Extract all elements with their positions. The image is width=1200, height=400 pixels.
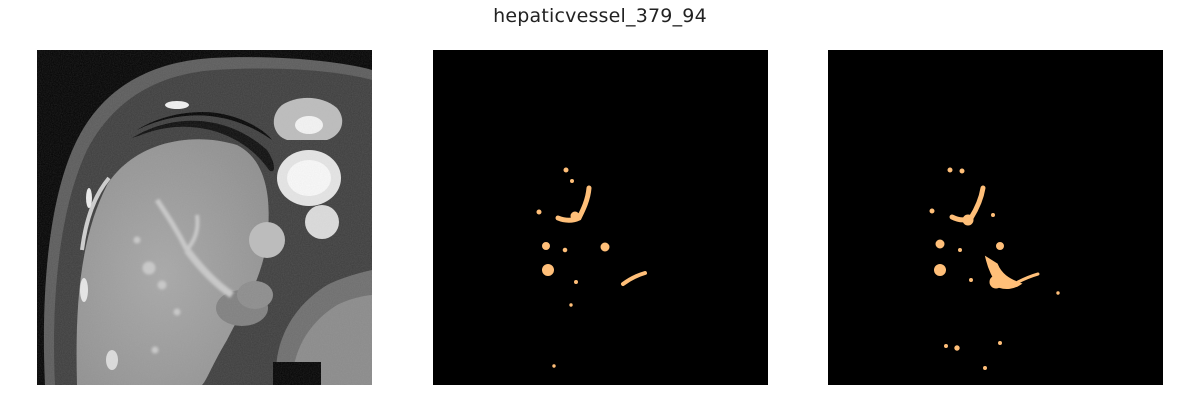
figure-title: hepaticvessel_379_94 bbox=[493, 5, 707, 27]
prediction-mask bbox=[828, 50, 1163, 385]
prediction-mask-panel bbox=[828, 50, 1163, 385]
ground-truth-mask-panel bbox=[433, 50, 768, 385]
ground-truth-mask bbox=[433, 50, 768, 385]
ct-image bbox=[37, 50, 372, 385]
ct-image-panel bbox=[37, 50, 372, 385]
